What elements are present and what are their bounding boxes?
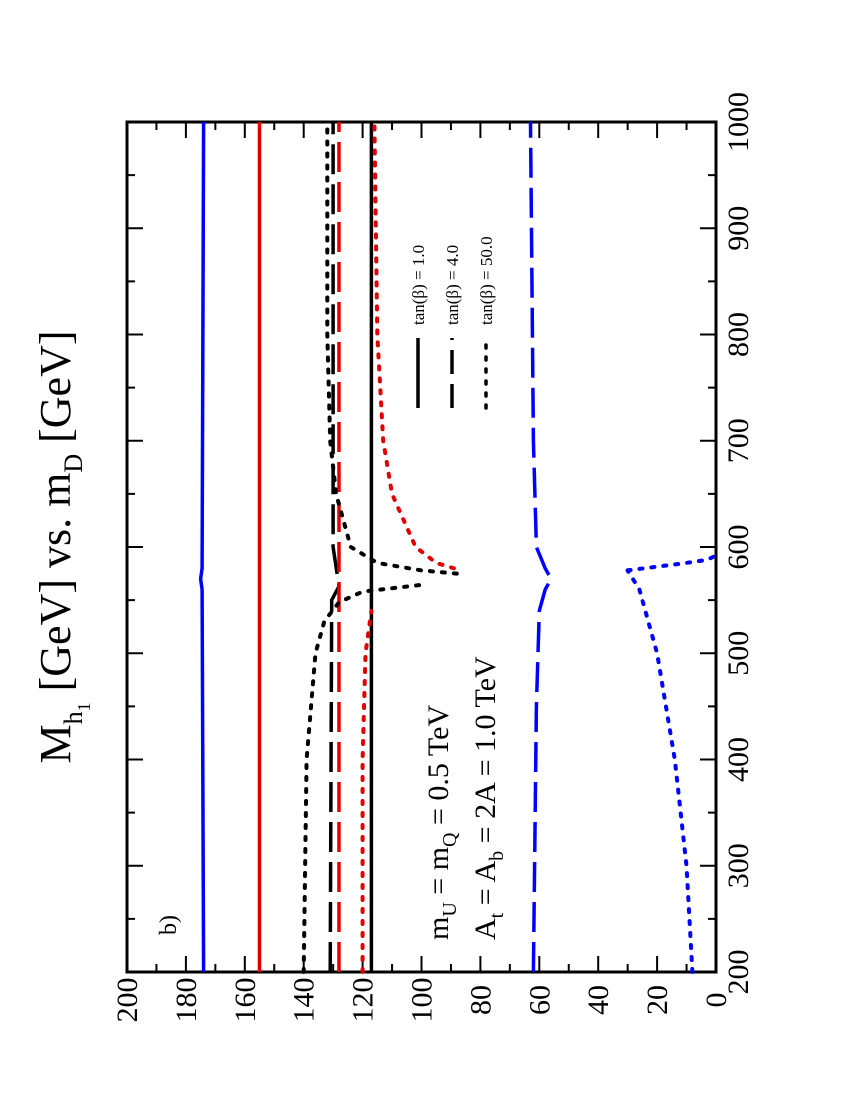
series-line-6 — [301, 582, 430, 974]
legend-label-1: tan(β) = 4.0 — [443, 245, 462, 325]
series-line-8 — [360, 608, 374, 974]
series-line-5 — [528, 121, 553, 973]
title-main: M — [31, 724, 80, 763]
x-tick-label: 500 — [722, 631, 755, 676]
x-tick-label: 800 — [722, 312, 755, 357]
x-tick-label: 1000 — [722, 92, 755, 152]
title-mid: [GeV] vs. m — [31, 473, 80, 703]
x-tick-label: 300 — [722, 843, 755, 888]
annot1-c: = 0.5 TeV — [422, 705, 455, 833]
x-tick-label: 200 — [722, 950, 755, 995]
annot1-b: = m — [422, 847, 455, 902]
series-line-9 — [372, 120, 456, 571]
annotation-line-1: mU = mQ = 0.5 TeV — [422, 705, 461, 940]
y-tick-label: 200 — [111, 978, 144, 1023]
tick-labels: 200 300 400 500 600 700 800 900 1000 0 20 40 60 80 100… — [111, 92, 755, 1023]
annot1-b-sub: Q — [439, 832, 461, 847]
annot2-c: = 2A = 1.0 TeV — [469, 656, 502, 851]
y-tick-label: 40 — [582, 985, 615, 1015]
series-line-0 — [198, 121, 206, 973]
annot2-b-sub: b — [486, 851, 508, 861]
panel-label: b) — [156, 915, 182, 935]
series-line-11 — [625, 553, 718, 573]
x-tick-label: 400 — [722, 737, 755, 782]
annot1-a-sub: U — [439, 902, 461, 917]
annot2-b: = A — [469, 861, 502, 913]
y-tick-label: 160 — [229, 978, 262, 1023]
title-main-sub: h — [59, 711, 88, 724]
plot-area — [198, 120, 718, 974]
title-end: [GeV] — [31, 330, 80, 453]
x-tick-label: 700 — [722, 418, 755, 463]
y-tick-label: 120 — [347, 978, 380, 1023]
annot2-a-sub: t — [486, 912, 508, 918]
y-tick-label: 80 — [464, 985, 497, 1015]
x-tick-label: 600 — [722, 525, 755, 570]
y-tick-label: 0 — [700, 993, 733, 1008]
legend-label-0: tan(β) = 1.0 — [409, 245, 428, 325]
legend: tan(β) = 1.0 tan(β) = 4.0 tan(β) = 50.0 — [409, 236, 496, 410]
title-end-sub: D — [59, 454, 88, 473]
legend-label-2: tan(β) = 50.0 — [477, 236, 496, 325]
x-tick-label: 900 — [722, 206, 755, 251]
chart-title: Mh1 [GeV] vs. mD [GeV] — [31, 330, 94, 763]
series-line-10 — [625, 568, 695, 974]
title-main-subsub: 1 — [74, 702, 94, 711]
y-tick-label: 100 — [406, 978, 439, 1023]
y-tick-label: 140 — [288, 978, 321, 1023]
y-tick-label: 60 — [523, 985, 556, 1015]
series-line-7 — [325, 120, 459, 576]
y-tick-label: 180 — [170, 978, 203, 1023]
annot2-a: A — [469, 918, 502, 940]
annot1-a: m — [422, 917, 455, 940]
annotation-line-2: At = Ab = 2A = 1.0 TeV — [469, 656, 508, 940]
y-tick-label: 20 — [641, 985, 674, 1015]
